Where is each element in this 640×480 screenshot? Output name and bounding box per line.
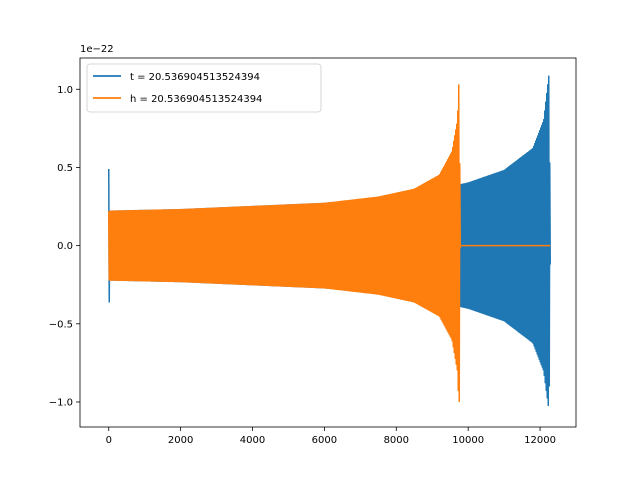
y-tick-label: −1.0 bbox=[49, 397, 73, 408]
series-line-h bbox=[108, 84, 551, 403]
y-offset-text: 1e−22 bbox=[80, 44, 114, 55]
x-tick-label: 6000 bbox=[312, 435, 337, 446]
x-axis: 0 2000 4000 6000 8000 10000 12000 bbox=[106, 427, 556, 446]
y-axis: −1.0 −0.5 0.0 0.5 1.0 bbox=[49, 85, 80, 408]
legend: t = 20.536904513524394 h = 20.5369045135… bbox=[86, 63, 322, 113]
x-tick-label: 10000 bbox=[452, 435, 484, 446]
x-tick-label: 2000 bbox=[168, 435, 193, 446]
y-tick-label: 0.5 bbox=[57, 163, 73, 174]
x-tick-label: 4000 bbox=[240, 435, 265, 446]
plot-frame bbox=[79, 57, 577, 428]
x-tick-label: 0 bbox=[106, 435, 112, 446]
y-tick-label: −0.5 bbox=[49, 319, 73, 330]
x-tick-label: 12000 bbox=[524, 435, 556, 446]
legend-label-h: h = 20.536904513524394 bbox=[130, 94, 262, 105]
legend-box bbox=[86, 63, 322, 113]
x-tick-label: 8000 bbox=[384, 435, 409, 446]
series-layer bbox=[108, 75, 551, 407]
y-tick-label: 0.0 bbox=[57, 241, 73, 252]
legend-label-t: t = 20.536904513524394 bbox=[130, 72, 260, 83]
y-tick-label: 1.0 bbox=[57, 85, 73, 96]
